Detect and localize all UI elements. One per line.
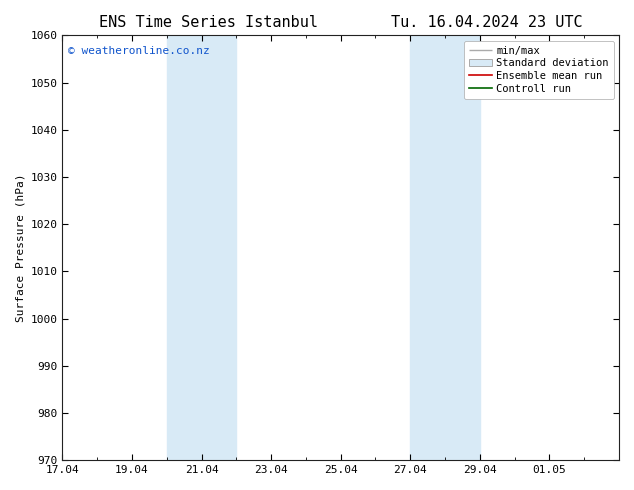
Y-axis label: Surface Pressure (hPa): Surface Pressure (hPa) — [15, 173, 25, 322]
Bar — [167, 35, 236, 460]
Bar — [410, 35, 480, 460]
Title: ENS Time Series Istanbul        Tu. 16.04.2024 23 UTC: ENS Time Series Istanbul Tu. 16.04.2024 … — [99, 15, 583, 30]
Text: © weatheronline.co.nz: © weatheronline.co.nz — [68, 46, 210, 56]
Legend: min/max, Standard deviation, Ensemble mean run, Controll run: min/max, Standard deviation, Ensemble me… — [464, 41, 614, 99]
